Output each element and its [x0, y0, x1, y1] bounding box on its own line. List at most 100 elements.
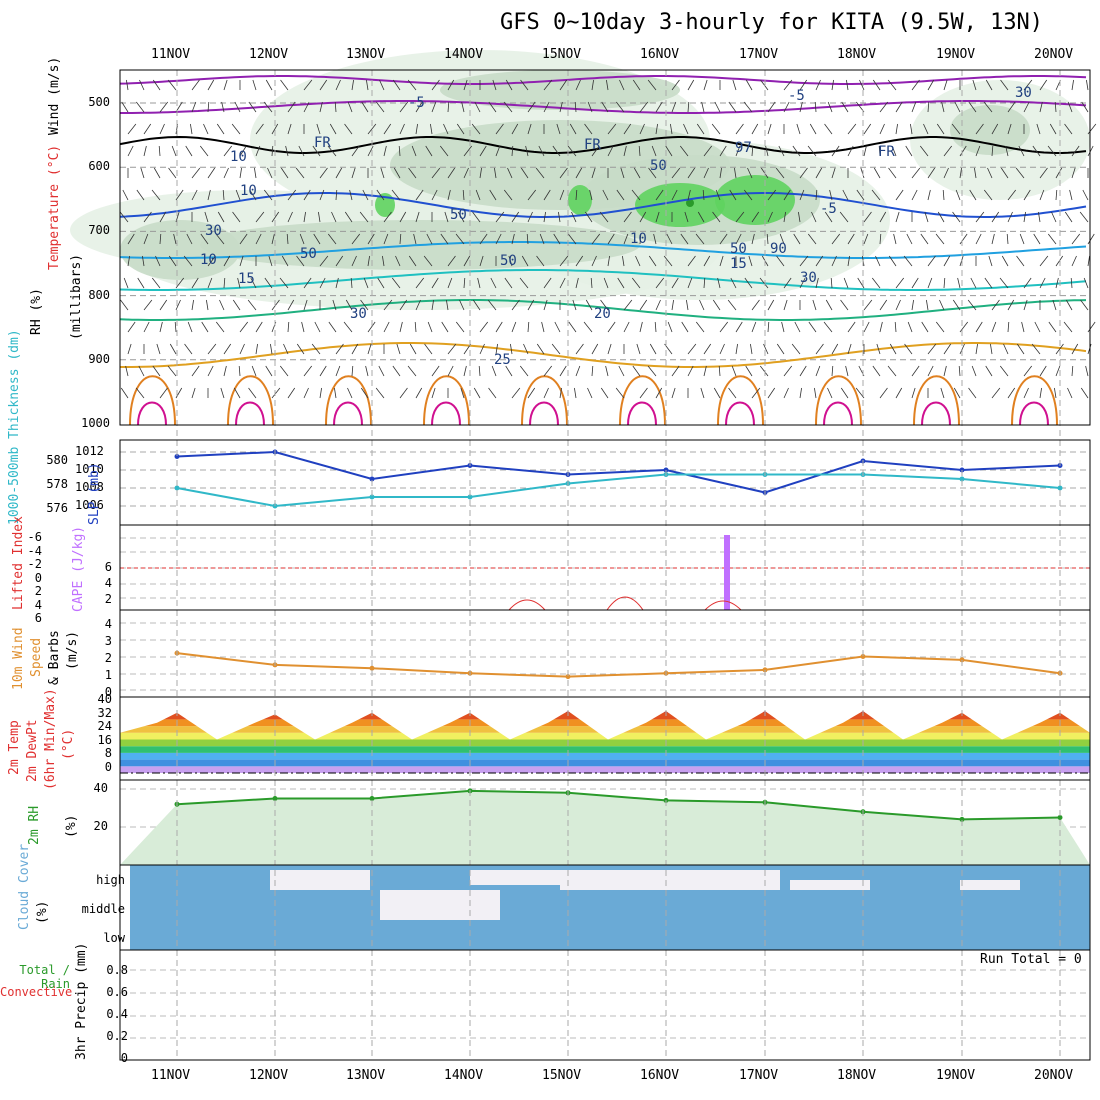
surface-loop-6: [717, 375, 764, 426]
wind-barb: [671, 79, 680, 91]
wind-barb: [492, 79, 497, 91]
isotherm-minus5-a: [119, 75, 1087, 85]
wind-barb: [207, 189, 211, 201]
wind-barb: [831, 343, 839, 355]
wind-barb: [939, 299, 945, 311]
wind-barb: [463, 79, 468, 91]
wind-barb: [750, 343, 753, 355]
wind-barb: [776, 255, 785, 267]
wind-barb: [687, 343, 697, 355]
wind-barb: [639, 321, 643, 333]
wind-barb: [830, 277, 833, 289]
wind-barb: [495, 123, 504, 135]
precip-panel: [119, 949, 1091, 1061]
wind-barb: [952, 211, 961, 223]
wind-barb: [591, 365, 594, 377]
wind-barb: [985, 79, 993, 91]
surface-loop-inner-1: [235, 401, 265, 426]
slp-line-point-0: [174, 454, 180, 459]
wind-barb: [714, 101, 721, 113]
wind-barb: [632, 79, 641, 91]
wind-barb: [200, 233, 209, 245]
wind-barb: [503, 189, 513, 201]
wind-barb: [792, 145, 801, 157]
wind-barb: [143, 211, 152, 223]
wind-barb: [331, 211, 337, 223]
wind-barb: [991, 321, 997, 333]
wind-barb: [959, 145, 967, 157]
wind-barb: [279, 365, 289, 377]
wind-barb: [943, 79, 948, 91]
wind-barb: [687, 277, 693, 289]
wind-barb: [743, 101, 753, 113]
label-cloud-units: (%): [35, 900, 50, 924]
wind-barb: [607, 321, 616, 333]
wind-barb: [360, 299, 369, 311]
temp-band-4: [120, 739, 1090, 747]
wind-barb: [671, 277, 679, 289]
wind-barb: [541, 321, 545, 333]
label-temp-units: (°C): [61, 728, 76, 760]
wind-barb: [396, 343, 401, 355]
wind-barb: [1055, 255, 1064, 267]
wind-barb: [719, 145, 727, 157]
wind-barb: [719, 255, 724, 267]
surface-loop-8: [913, 375, 960, 426]
wind-barb: [1039, 255, 1049, 267]
wind-barb: [719, 343, 725, 355]
wind-barb: [571, 211, 577, 223]
wind-barb: [222, 189, 225, 201]
wind-speed-line-point-7: [860, 654, 866, 659]
wind-barb: [680, 233, 689, 245]
wind-barb: [511, 145, 514, 157]
wind-barb: [745, 365, 753, 377]
rh-line-point-8: [959, 816, 965, 822]
wind-barb: [447, 167, 456, 179]
wind-barb: [991, 123, 999, 135]
wind-barb: [527, 189, 537, 201]
temp-tick-24: 24: [97, 719, 112, 733]
wind-barb: [700, 387, 705, 399]
wind-barb: [926, 299, 929, 311]
wind-barb: [904, 343, 913, 355]
wind-barb: [783, 299, 788, 311]
wind-barb: [143, 321, 150, 333]
wind-barb: [1081, 101, 1089, 113]
cape-left-tick-4: 2: [34, 584, 42, 598]
wind-barb: [444, 211, 449, 223]
wind-barb: [511, 233, 515, 245]
wind-barb: [812, 299, 817, 311]
wind-barb: [731, 365, 737, 377]
wind-barb: [575, 167, 583, 179]
wind-barb: [927, 167, 936, 179]
wind-barb: [239, 145, 247, 157]
thickness-line-point-8: [959, 476, 965, 482]
day-label-bottom-3: 14NOV: [444, 1068, 484, 1083]
wind-barb: [223, 365, 227, 377]
wind-barb: [891, 145, 897, 157]
wind-barb: [127, 233, 135, 245]
wind-barb: [121, 101, 129, 113]
wind-barb: [569, 123, 577, 135]
wind-barb: [559, 277, 566, 289]
wind-barb: [1000, 79, 1009, 91]
wind-barb: [679, 145, 689, 157]
wind-barb: [567, 145, 577, 157]
wind-barb: [988, 255, 993, 267]
wind-barb: [120, 299, 129, 311]
wind-barb: [399, 233, 402, 245]
cloud-level-middle: middle: [81, 902, 125, 916]
wind-barb: [1071, 343, 1079, 355]
surface-loop-5: [619, 375, 666, 426]
surface-loop-inner-2: [333, 401, 363, 426]
day-label-top-9: 20NOV: [1034, 47, 1074, 62]
wind-barb: [279, 277, 289, 289]
wind-barb: [696, 123, 705, 135]
wind-barb: [159, 299, 168, 311]
wind-barb: [439, 145, 449, 157]
p-tick-1000: 1000: [81, 416, 110, 430]
wind-barb: [631, 189, 641, 201]
wind-barb: [663, 255, 673, 267]
wind-barb: [455, 233, 465, 245]
wind-barb: [143, 299, 153, 311]
